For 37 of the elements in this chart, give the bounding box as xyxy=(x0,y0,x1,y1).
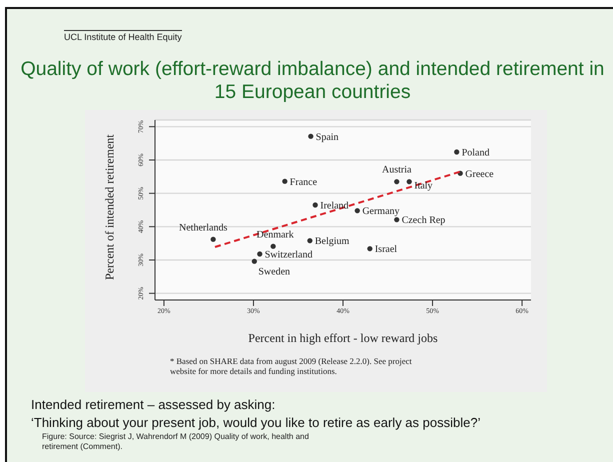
series-label: Greece xyxy=(465,168,494,180)
text: Figure: Source: Siegrist J, Wahrendorf M (2009) Quality of work, health and retirement (Comment). xyxy=(42,432,310,452)
point xyxy=(307,238,312,244)
point xyxy=(354,208,360,214)
y-axis-title: Percent of intended retirement xyxy=(102,134,116,280)
series-label: Netherlands xyxy=(179,222,228,234)
series-label: Austria xyxy=(382,164,412,176)
point xyxy=(312,202,318,208)
point xyxy=(210,236,216,242)
point xyxy=(252,258,257,264)
point xyxy=(394,179,400,184)
series-label: Poland xyxy=(462,148,490,158)
text: ‘Thinking about your present job, would you like to retire as early as possible?’ xyxy=(31,414,480,431)
series-label: Spain xyxy=(316,132,339,143)
series-label: Italy xyxy=(414,180,433,192)
series-label: Germany xyxy=(362,206,400,218)
series-label: Belgium xyxy=(314,236,350,248)
point xyxy=(367,246,372,252)
series-label: Switzerland xyxy=(264,250,313,260)
text: Intended retirement – assessed by asking: xyxy=(31,396,276,413)
series-label: Denmark xyxy=(256,229,294,240)
series-label: Sweden xyxy=(258,266,290,278)
series-label: Czech Rep xyxy=(402,215,446,226)
text: * Based on SHARE data from august 2009 (Release 2.2.0). See project website for more details and funding institutions. xyxy=(170,356,413,376)
point xyxy=(308,134,314,139)
chart-title: Quality of work (effort-reward imbalance) and intended retirement in 15 European countries xyxy=(20,58,605,104)
point xyxy=(406,179,412,184)
series-label: France xyxy=(290,176,318,188)
point xyxy=(257,251,262,257)
x-axis-title: Percent in high effort - low reward jobs xyxy=(248,331,438,345)
point xyxy=(270,244,276,249)
series-label: Ireland xyxy=(320,200,349,212)
series-label: Israel xyxy=(374,244,398,256)
point xyxy=(282,178,288,184)
point xyxy=(454,149,460,155)
point xyxy=(394,217,400,222)
text: UCL Institute of Health Equity xyxy=(64,30,182,42)
